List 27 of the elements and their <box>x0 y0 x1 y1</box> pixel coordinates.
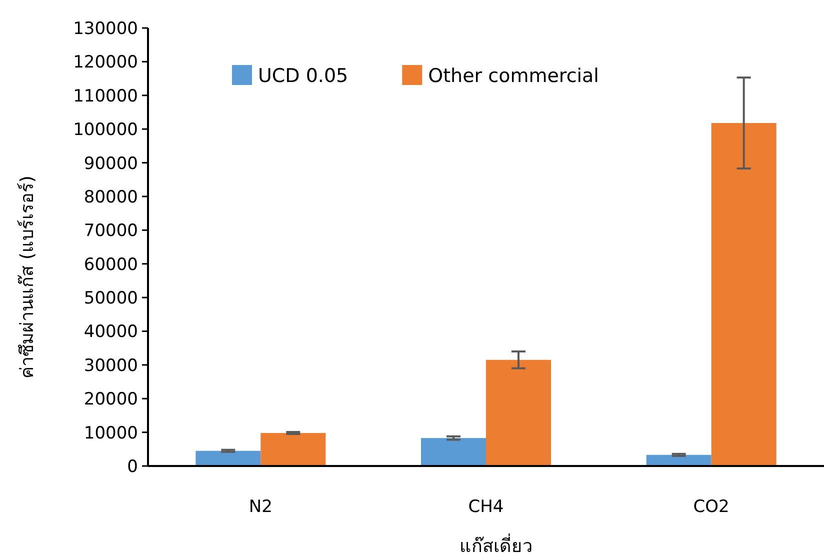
bar <box>711 123 776 466</box>
y-tick-label: 50000 <box>84 288 138 309</box>
legend-label: UCD 0.05 <box>258 65 348 87</box>
y-tick-label: 20000 <box>84 390 138 410</box>
x-axis-title: แก๊สเดี่ยว <box>460 533 532 557</box>
y-tick-label: 80000 <box>84 187 138 208</box>
bar <box>421 438 486 466</box>
y-tick-label: 30000 <box>84 356 138 376</box>
y-tick-label: 10000 <box>84 423 138 444</box>
y-tick-label: 70000 <box>84 221 138 242</box>
y-tick-label: 40000 <box>84 322 138 342</box>
y-tick-label: 0 <box>127 457 138 477</box>
y-tick-label: 120000 <box>73 52 138 73</box>
bar <box>486 360 551 466</box>
y-tick-label: 60000 <box>84 254 138 275</box>
y-tick-label: 90000 <box>84 154 138 174</box>
y-tick-label: 110000 <box>73 86 138 106</box>
bar <box>260 432 326 466</box>
y-tick-label: 130000 <box>73 19 138 39</box>
y-tick-label: 100000 <box>73 120 138 140</box>
x-tick-label: N2 <box>248 497 272 517</box>
y-axis-title: ค่าซึมผ่านแก๊ส (แบร์เรอร์) <box>17 176 38 378</box>
x-tick-label: CH4 <box>468 497 504 517</box>
x-tick-label: CO2 <box>693 497 730 517</box>
legend-label: Other commercial <box>428 65 599 87</box>
bar <box>646 454 712 466</box>
bar <box>196 450 261 466</box>
